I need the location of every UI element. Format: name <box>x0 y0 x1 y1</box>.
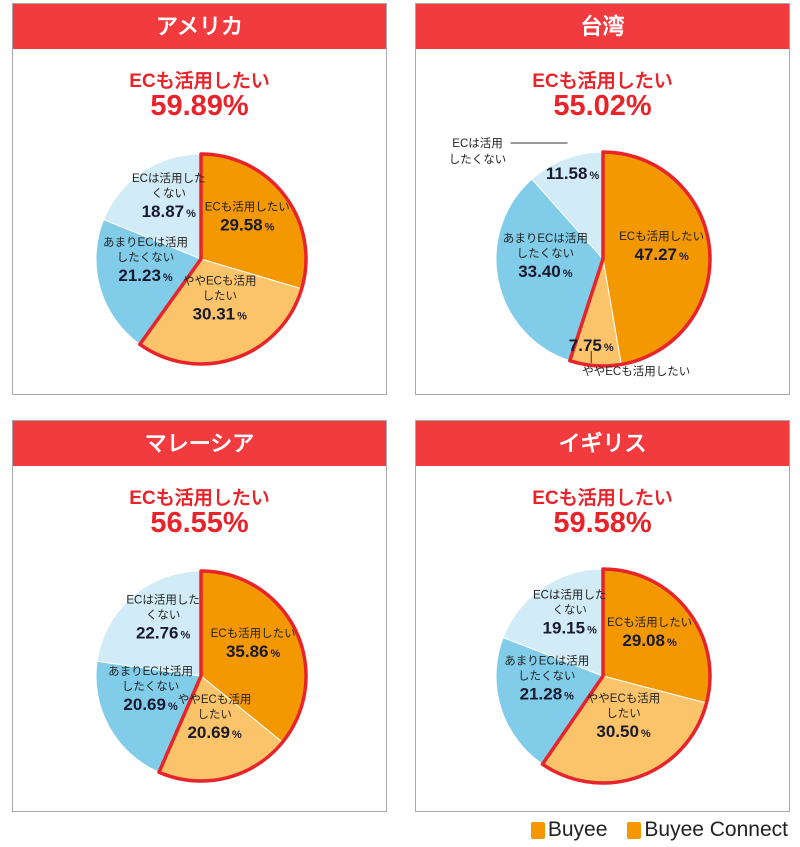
panel-headline: 56.55% <box>150 507 249 539</box>
panel-usa: アメリカ ECも活用したい 59.89% ECも活用したい 29.58% ややECも… <box>12 3 387 395</box>
slice-label: ややECも活用したい 20.69% <box>178 692 251 742</box>
slice-category-label: くない <box>146 608 181 621</box>
panel-malaysia: マレーシア ECも活用したい 56.55% ECも活用したい 35.86% ややEC… <box>12 420 387 812</box>
slice-not-want <box>103 153 202 260</box>
slice-category-label: したくない <box>122 680 180 693</box>
slice-category-label: ECも活用したい <box>211 626 296 640</box>
slice-category-label: したくない <box>518 669 576 682</box>
buyee-connect-logo: Buyee Connect <box>627 818 788 842</box>
panel-headline: 55.02% <box>553 90 652 122</box>
slice-value-label: 18.87% <box>142 202 197 221</box>
slice-value-label: 29.58% <box>220 215 275 234</box>
pie-chart: ECも活用したい 29.08 % ややECも活用したい 30.50 % あまりECは活用した… <box>495 567 712 785</box>
slice-label: ECも活用したい 29.58% <box>205 199 290 234</box>
slice-value-label: 30.50% <box>596 722 651 741</box>
slice-value-label: 11.58% <box>546 164 600 183</box>
slice-label: ECも活用したい 35.86% <box>211 626 296 661</box>
slice-category-label: したい <box>606 707 641 720</box>
slice-value-label: 21.28% <box>520 684 575 703</box>
slice-category-label: ECは活用した <box>126 592 199 606</box>
panel-title: マレーシア <box>13 421 386 466</box>
panel-taiwan: 台湾 ECも活用したい 55.02% ECも活用したい 47.27% ややECも活用… <box>415 3 790 395</box>
highlight-outline <box>568 150 712 368</box>
slice-category-label: ECも活用したい <box>619 229 704 243</box>
slice-label: ややECも活用したい 30.50% <box>587 691 660 741</box>
slice-category-label: ややECも活用したい <box>582 364 690 378</box>
slice-label: ややECも活用したい 7.75% <box>569 336 690 378</box>
slice-category-label: ECは活用した <box>132 171 205 185</box>
highlight-outline <box>157 569 308 783</box>
slice-value-label: 33.40% <box>518 262 573 281</box>
slice-value-label: 20.69% <box>123 695 178 714</box>
slice-category-label: あまりECは活用 <box>504 653 589 667</box>
slice-value-label: 20.69% <box>187 723 242 742</box>
slice-rather-not <box>95 218 202 346</box>
logo-text: Buyee <box>547 818 608 841</box>
panel-headline: 59.89% <box>150 90 249 122</box>
highlight-outline <box>540 567 712 785</box>
slice-category-label: あまりECは活用 <box>108 664 193 678</box>
panel-subtitle: ECも活用したい <box>129 71 270 92</box>
buyee-logo: Buyee <box>530 818 608 842</box>
slice-not-want <box>531 151 604 261</box>
slice-category-label: ECも活用したい <box>607 615 692 629</box>
panel-title: アメリカ <box>13 4 386 49</box>
slice-value-label: 29.08% <box>622 631 677 650</box>
slice-rather-not <box>95 660 202 773</box>
slice-category-label: ややECも活用 <box>587 691 660 705</box>
slice-not-want <box>502 568 604 677</box>
slice-category-label: したくない <box>517 247 575 260</box>
panel-title: イギリス <box>416 421 789 466</box>
slice-category-label: ECは活用 <box>452 136 502 150</box>
logo-text: Buyee Connect <box>644 818 788 841</box>
buyee-box-icon <box>530 821 545 839</box>
slice-value-label: 22.76% <box>136 623 191 642</box>
panel-uk: イギリス ECも活用したい 59.58% ECも活用したい 29.08% ややECも… <box>415 420 790 812</box>
slice-value-label: 35.86% <box>226 642 281 661</box>
slice-rather-not <box>495 178 604 362</box>
slice-category-label: くない <box>151 187 186 200</box>
slice-rather-not <box>495 636 604 765</box>
slice-value-label: 21.23% <box>118 266 173 285</box>
slice-category-label: ECは活用した <box>533 587 606 601</box>
buyee-box-icon <box>627 821 642 839</box>
panel-title: 台湾 <box>416 4 789 49</box>
slice-category-label: ECも活用したい <box>205 199 290 213</box>
highlight-outline <box>138 152 308 366</box>
slice-category-label: あまりECは活用 <box>103 235 188 249</box>
slice-value-label: 47.27% <box>634 245 689 264</box>
slice-category-label: したい <box>202 290 237 303</box>
panel-headline: 59.58% <box>553 507 652 539</box>
slice-value-label: 30.31% <box>193 305 248 324</box>
slice-category-label: したくない <box>449 153 507 166</box>
slice-category-label: したくない <box>117 251 175 264</box>
slice-value-label: 7.75% <box>569 336 614 355</box>
slice-label: ECも活用したい 29.08% <box>607 615 692 650</box>
slice-value-label: 19.15% <box>543 618 598 637</box>
slice-category-label: したい <box>197 708 232 721</box>
logos: Buyee Buyee Connect <box>530 818 788 842</box>
slice-category-label: あまりECは活用 <box>503 231 588 245</box>
panel-subtitle: ECも活用したい <box>532 488 673 509</box>
slice-category-label: ややECも活用 <box>183 274 256 288</box>
panel-subtitle: ECも活用したい <box>129 488 270 509</box>
slice-category-label: くない <box>552 603 587 616</box>
slice-category-label: ややECも活用 <box>178 692 251 706</box>
pie-chart: ECも活用したい 29.58 % ややECも活用したい 30.31 % あまりECは活用した… <box>95 152 308 366</box>
slice-label: ややECも活用したい 30.31% <box>183 274 256 324</box>
panel-subtitle: ECも活用したい <box>532 71 673 92</box>
slice-not-want <box>96 570 202 677</box>
slice-label: ECも活用したい 47.27% <box>619 229 704 264</box>
